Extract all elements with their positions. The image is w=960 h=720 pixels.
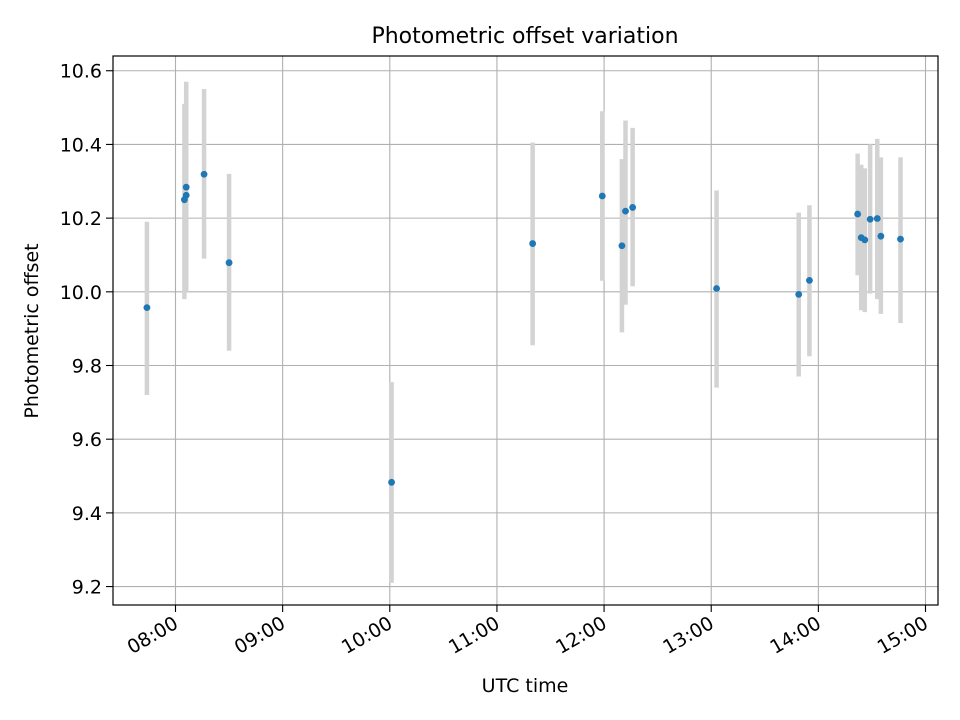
data-point (182, 183, 190, 191)
y-tick-label: 9.2 (72, 577, 102, 599)
data-point (806, 276, 813, 284)
data-point (529, 240, 537, 247)
data-point (182, 191, 190, 199)
data-point (143, 304, 151, 312)
plot-frame (112, 55, 939, 606)
y-axis-label: Photometric offset (21, 243, 43, 418)
y-tick-label: 9.8 (72, 356, 102, 378)
x-axis-label: UTC time (482, 675, 569, 697)
y-axis-ticks: 9.2 9.4 9.6 9.8 10.0 10.2 10.4 10.6 (60, 61, 113, 599)
data-point (795, 290, 803, 298)
y-tick-label: 10.6 (60, 61, 102, 83)
y-tick-label: 10.2 (60, 208, 102, 230)
data-point (866, 215, 874, 223)
data-point (897, 235, 904, 243)
data-point (629, 204, 637, 211)
y-tick-label: 10.4 (60, 134, 102, 156)
data-point (861, 236, 869, 244)
y-tick-label: 9.4 (72, 503, 102, 525)
data-point (388, 478, 395, 486)
data-points (143, 170, 904, 486)
data-point (225, 259, 233, 267)
y-tick-label: 10.0 (60, 282, 102, 304)
data-point (854, 210, 862, 218)
data-point (877, 232, 885, 240)
y-tick-label: 9.6 (72, 429, 102, 451)
chart-title: Photometric offset variation (371, 24, 678, 49)
data-point (873, 215, 881, 222)
data-point (200, 170, 208, 178)
data-point (713, 285, 720, 292)
data-point (598, 192, 606, 200)
data-point (622, 207, 629, 215)
data-point (618, 242, 626, 250)
